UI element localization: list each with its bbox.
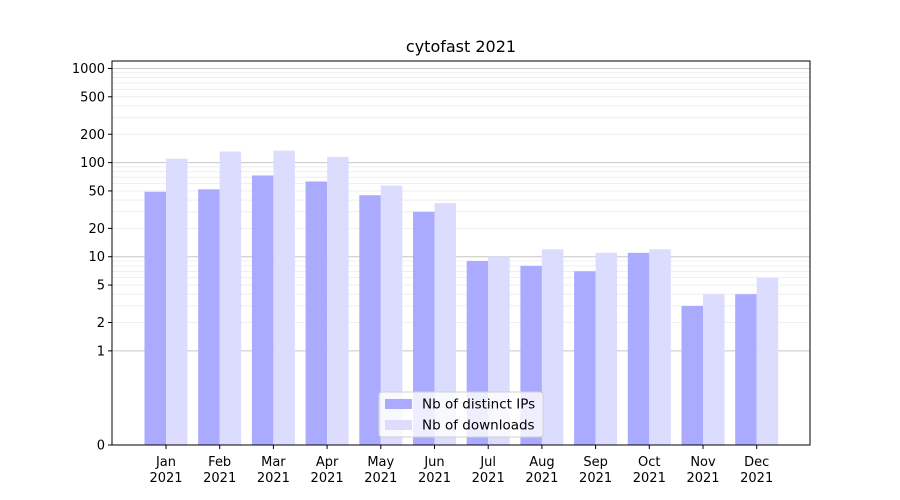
x-tick-label: Sep bbox=[583, 455, 608, 470]
x-tick-label: 2021 bbox=[686, 471, 719, 486]
x-tick-label: Oct bbox=[638, 455, 660, 470]
y-tick-label: 20 bbox=[88, 222, 105, 237]
legend-swatch bbox=[385, 399, 412, 409]
y-axis: 0 1 2 5 10 20 50 100 200 500 1000 bbox=[72, 62, 112, 454]
bar-distinct-ips bbox=[198, 189, 220, 445]
bar-downloads bbox=[166, 158, 188, 445]
x-tick-label: May bbox=[367, 455, 394, 470]
bar-downloads bbox=[649, 249, 671, 445]
bar-downloads bbox=[273, 150, 295, 445]
x-tick-label: 2021 bbox=[311, 471, 344, 486]
y-tick-label: 5 bbox=[97, 279, 105, 294]
bar-downloads bbox=[595, 252, 618, 445]
bar-downloads bbox=[380, 185, 403, 446]
x-tick-label: 2021 bbox=[418, 471, 451, 486]
x-tick-label: Nov bbox=[690, 455, 716, 470]
chart-title: cytofast 2021 bbox=[406, 37, 516, 56]
bar-downloads bbox=[327, 156, 349, 445]
bars bbox=[144, 150, 779, 446]
x-tick-label: Dec bbox=[744, 455, 769, 470]
x-tick-label: Jul bbox=[479, 455, 496, 470]
bar-downloads bbox=[541, 249, 564, 445]
bar-distinct-ips bbox=[735, 294, 757, 445]
bar-downloads bbox=[434, 203, 456, 445]
y-tick-label: 0 bbox=[97, 439, 105, 454]
x-tick-label: 2021 bbox=[364, 471, 397, 486]
x-tick-label: 2021 bbox=[633, 471, 666, 486]
bar-distinct-ips bbox=[627, 252, 650, 445]
legend-label: Nb of downloads bbox=[422, 418, 535, 434]
bar-downloads bbox=[219, 151, 242, 445]
y-tick-label: 50 bbox=[88, 184, 105, 199]
bar-distinct-ips bbox=[144, 191, 166, 445]
bar-distinct-ips bbox=[305, 181, 328, 445]
x-tick-label: Feb bbox=[208, 455, 231, 470]
y-tick-label: 1000 bbox=[72, 62, 105, 77]
y-tick-label: 200 bbox=[80, 128, 105, 143]
plot-frame bbox=[111, 60, 811, 446]
y-tick-label: 2 bbox=[97, 316, 105, 331]
x-tick-label: 2021 bbox=[579, 471, 612, 486]
y-tick-label: 1 bbox=[97, 344, 105, 359]
y-tick-label: 500 bbox=[80, 90, 105, 105]
bar-distinct-ips bbox=[251, 175, 274, 445]
x-tick-label: 2021 bbox=[203, 471, 236, 486]
bar-downloads bbox=[756, 277, 779, 445]
x-tick-label: 2021 bbox=[257, 471, 290, 486]
x-axis: Jan2021Feb2021Mar2021Apr2021May2021Jun20… bbox=[149, 445, 773, 486]
bar-distinct-ips bbox=[574, 271, 596, 445]
x-tick-label: Apr bbox=[316, 455, 339, 470]
bar-downloads bbox=[703, 294, 725, 445]
x-tick-label: 2021 bbox=[472, 471, 505, 486]
x-tick-label: 2021 bbox=[740, 471, 773, 486]
x-tick-label: 2021 bbox=[149, 471, 182, 486]
legend-swatch bbox=[385, 420, 412, 430]
legend: Nb of distinct IPs Nb of downloads bbox=[378, 391, 544, 438]
legend-box bbox=[378, 391, 544, 438]
x-tick-label: Jan bbox=[155, 455, 176, 470]
legend-label: Nb of distinct IPs bbox=[422, 397, 535, 413]
x-tick-label: Jun bbox=[423, 455, 444, 470]
bar-distinct-ips bbox=[413, 211, 435, 445]
y-tick-label: 10 bbox=[88, 250, 105, 265]
x-tick-label: 2021 bbox=[525, 471, 558, 486]
y-tick-label: 100 bbox=[80, 156, 105, 171]
x-tick-label: Aug bbox=[529, 455, 554, 470]
x-tick-label: Mar bbox=[261, 455, 286, 470]
bar-distinct-ips bbox=[359, 195, 381, 445]
bar-distinct-ips bbox=[681, 305, 703, 445]
